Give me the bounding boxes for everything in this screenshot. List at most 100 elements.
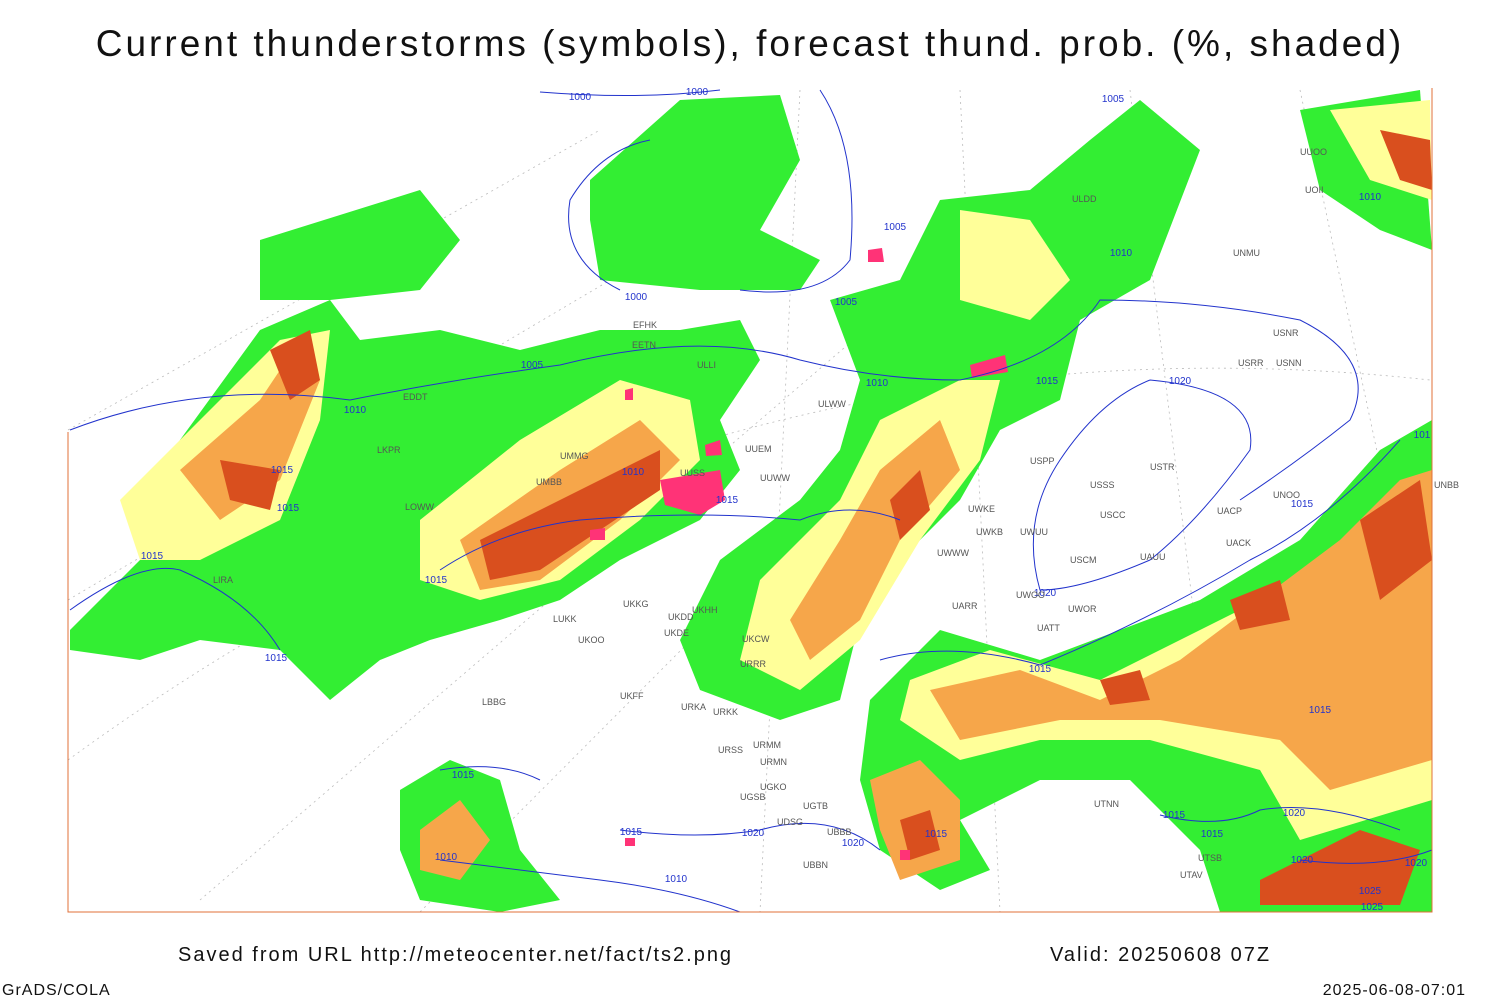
station-label: UNMU bbox=[1233, 248, 1260, 258]
isobar-label: 1015 bbox=[1309, 705, 1332, 716]
isobars bbox=[69, 89, 1433, 913]
station-label: UKKG bbox=[623, 599, 649, 609]
station-label: LOWW bbox=[405, 502, 435, 512]
station-label: URKA bbox=[681, 702, 706, 712]
isobar-label: 1000 bbox=[625, 292, 648, 303]
station-label: USPP bbox=[1030, 456, 1055, 466]
station-label: UBBN bbox=[803, 860, 828, 870]
isobar-label: 1010 bbox=[622, 467, 645, 478]
station-label: UBBB bbox=[827, 827, 852, 837]
station-label: LKPR bbox=[377, 445, 401, 455]
station-label: EETN bbox=[632, 340, 656, 350]
station-label: UGKO bbox=[760, 782, 787, 792]
isobar-label: 1015 bbox=[452, 770, 475, 781]
isobar-label: 1000 bbox=[686, 87, 709, 98]
station-label: ULDD bbox=[1072, 194, 1097, 204]
isobar-label: 1015 bbox=[1201, 829, 1224, 840]
thunderstorm-symbols bbox=[590, 248, 1008, 860]
isobar-label: 1020 bbox=[842, 838, 865, 849]
station-label: USNN bbox=[1276, 358, 1302, 368]
station-label: UATT bbox=[1037, 623, 1060, 633]
station-label: UUWW bbox=[760, 473, 790, 483]
station-label: UOII bbox=[1305, 185, 1324, 195]
isobar-label: 1010 bbox=[1110, 248, 1133, 259]
station-label: URSS bbox=[718, 745, 743, 755]
station-label: UKDE bbox=[664, 628, 689, 638]
station-label: UWOO bbox=[1016, 590, 1045, 600]
station-label: LIRA bbox=[213, 575, 233, 585]
station-label: USTR bbox=[1150, 462, 1175, 472]
station-label: UKHH bbox=[692, 605, 718, 615]
station-label: URMN bbox=[760, 757, 787, 767]
station-label: URKK bbox=[713, 707, 738, 717]
station-label: UTNN bbox=[1094, 799, 1119, 809]
isobar-label: 1020 bbox=[1034, 588, 1057, 599]
station-label: UAUU bbox=[1140, 552, 1166, 562]
isobar-label: 1005 bbox=[884, 222, 907, 233]
station-label: UARR bbox=[952, 601, 978, 611]
station-label: EFHK bbox=[633, 320, 657, 330]
station-label: UTAV bbox=[1180, 870, 1203, 880]
isobar-label: 1015 bbox=[716, 495, 739, 506]
station-label: USSS bbox=[1090, 480, 1115, 490]
station-label: UKCW bbox=[742, 634, 770, 644]
station-labels: UUEM UUWW UUSS ULWW UMMG UMBB EFHK EETN ULLI EDDT… bbox=[213, 147, 1459, 880]
station-label: UWKB bbox=[976, 527, 1003, 537]
graticule bbox=[67, 89, 1431, 913]
map-area: 1000 1000 1005 1005 1010 1000 1005 1005 … bbox=[67, 87, 1459, 913]
station-label: UNOO bbox=[1273, 490, 1300, 500]
isobar-label: 1015 bbox=[277, 503, 300, 514]
station-label: LBBG bbox=[482, 697, 506, 707]
station-label: USCC bbox=[1100, 510, 1126, 520]
station-label: UMMG bbox=[560, 451, 589, 461]
isobar-label: 101 bbox=[1414, 430, 1431, 441]
isobar-label: 1020 bbox=[1283, 808, 1306, 819]
station-label: UACP bbox=[1217, 506, 1242, 516]
isobar-label: 1020 bbox=[1291, 855, 1314, 866]
isobar-label: 1015 bbox=[620, 827, 643, 838]
station-label: UTSB bbox=[1198, 853, 1222, 863]
isobar-label: 1015 bbox=[925, 829, 948, 840]
isobar-label: 1015 bbox=[1036, 376, 1059, 387]
station-label: USRR bbox=[1238, 358, 1264, 368]
isobar-label: 1010 bbox=[665, 874, 688, 885]
isobar-label: 1015 bbox=[141, 551, 164, 562]
isobar-label: 1005 bbox=[521, 360, 544, 371]
station-label: UWKE bbox=[968, 504, 995, 514]
isobar-label: 1015 bbox=[271, 465, 294, 476]
station-label: UKFF bbox=[620, 691, 644, 701]
timestamp: 2025-06-08-07:01 bbox=[1323, 982, 1466, 999]
station-label: UMBB bbox=[536, 477, 562, 487]
isobar-label: 1015 bbox=[1029, 664, 1052, 675]
station-label: UACK bbox=[1226, 538, 1251, 548]
station-label: URMM bbox=[753, 740, 781, 750]
probability-shading bbox=[70, 90, 1432, 912]
station-label: UUOO bbox=[1300, 147, 1327, 157]
isobar-label: 1020 bbox=[1405, 858, 1428, 869]
isobar-label: 1010 bbox=[1359, 192, 1382, 203]
isobar-label: 1000 bbox=[569, 92, 592, 103]
isobar-label: 1015 bbox=[1163, 810, 1186, 821]
station-label: UWOR bbox=[1068, 604, 1097, 614]
station-label: LUKK bbox=[553, 614, 577, 624]
valid-time: Valid: 20250608 07Z bbox=[1050, 944, 1271, 966]
station-label: EDDT bbox=[403, 392, 428, 402]
isobar-label: 1020 bbox=[1169, 376, 1192, 387]
station-label: USNR bbox=[1273, 328, 1299, 338]
station-label: USCM bbox=[1070, 555, 1097, 565]
title: Current thunderstorms (symbols), forecas… bbox=[96, 23, 1404, 64]
map-frame bbox=[67, 88, 1433, 913]
isobar-label: 1015 bbox=[1291, 499, 1314, 510]
station-label: ULLI bbox=[697, 360, 716, 370]
station-label: UNBB bbox=[1434, 480, 1459, 490]
source-url: Saved from URL http://meteocenter.net/fa… bbox=[178, 944, 733, 966]
station-label: UKOO bbox=[578, 635, 605, 645]
isobar-labels: 1000 1000 1005 1005 1010 1000 1005 1005 … bbox=[141, 87, 1431, 913]
isobar-label: 1015 bbox=[425, 575, 448, 586]
station-label: UUEM bbox=[745, 444, 772, 454]
isobar-label: 1010 bbox=[866, 378, 889, 389]
station-label: UUSS bbox=[680, 468, 705, 478]
station-label: UWUU bbox=[1020, 527, 1048, 537]
software: GrADS/COLA bbox=[2, 982, 111, 999]
